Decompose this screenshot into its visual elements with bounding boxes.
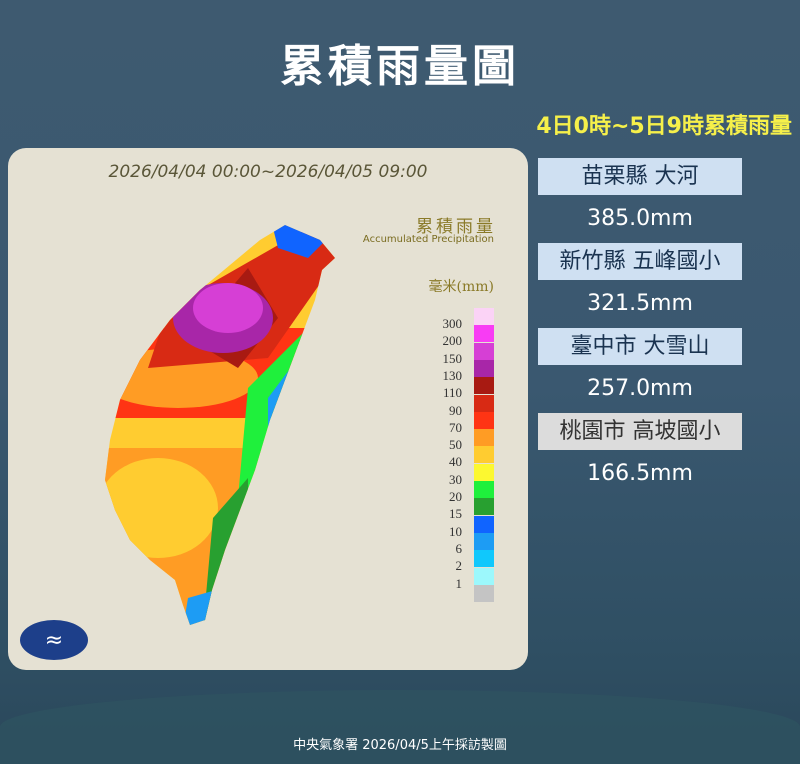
station-name: 新竹縣 五峰國小 — [538, 243, 742, 280]
legend-label: 150 — [442, 350, 463, 366]
legend-swatch — [474, 567, 494, 585]
footer-credit: 中央氣象署 2026/04/5上午採訪製圖 — [293, 738, 507, 753]
legend-label: 15 — [449, 506, 462, 522]
legend-swatch — [474, 429, 494, 447]
station-value: 385.0mm — [587, 206, 693, 231]
station-name: 桃園市 高坡國小 — [538, 413, 742, 450]
legend-label: 200 — [442, 333, 463, 349]
legend-label: 300 — [442, 316, 463, 331]
legend-label: 90 — [449, 402, 462, 418]
legend-swatch — [474, 308, 494, 325]
legend-label: 70 — [449, 419, 462, 435]
legend-label: 30 — [449, 471, 462, 487]
legend-label: 6 — [455, 540, 463, 556]
legend-swatch — [474, 359, 494, 377]
legend-swatch — [474, 550, 494, 568]
legend-swatch — [474, 446, 494, 464]
legend-title-en: Accumulated Precipitation — [362, 234, 494, 245]
legend-swatch — [474, 342, 494, 360]
legend-label: 130 — [442, 367, 463, 383]
legend-swatch — [474, 394, 494, 412]
station-value: 321.5mm — [587, 291, 693, 316]
date-range: 2026/04/04 00:00~2026/04/05 09:00 — [108, 162, 428, 182]
rainfall-map-panel: 2026/04/04 00:00~2026/04/05 09:00 累積雨量 A… — [8, 148, 528, 670]
legend-swatch — [474, 481, 494, 498]
station-list: 苗栗縣 大河 385.0mm 新竹縣 五峰國小 321.5mm 臺中市 大雪山 … — [538, 158, 742, 498]
legend-label: 10 — [449, 523, 462, 539]
legend-title: 累積雨量 — [416, 217, 496, 237]
legend-swatch — [474, 584, 494, 602]
legend-swatch — [474, 532, 494, 550]
legend-swatch — [474, 463, 494, 481]
legend-unit: 毫米(mm) — [428, 279, 494, 295]
legend-swatch — [474, 515, 494, 533]
legend-label: 110 — [442, 385, 462, 401]
page-title: 累積雨量圖 — [280, 41, 520, 92]
taiwan-map — [105, 225, 335, 625]
station-value: 257.0mm — [587, 376, 693, 401]
background-hill — [0, 690, 800, 764]
legend-label: 2 — [455, 558, 463, 574]
legend-label: 20 — [449, 489, 462, 504]
legend-swatch — [474, 325, 494, 343]
legend-swatch — [474, 411, 494, 429]
legend-label: 1 — [455, 575, 463, 591]
station-name: 臺中市 大雪山 — [538, 328, 742, 365]
legend-label: 50 — [449, 437, 462, 453]
station-name: 苗栗縣 大河 — [538, 158, 742, 195]
subtitle: 4日0時~5日9時累積雨量 — [536, 114, 792, 139]
legend-label: 40 — [449, 454, 462, 470]
station-value: 166.5mm — [587, 461, 693, 486]
legend-swatch — [474, 377, 494, 395]
cwa-logo-icon: ≈ — [20, 620, 88, 660]
legend-swatch — [474, 498, 494, 516]
